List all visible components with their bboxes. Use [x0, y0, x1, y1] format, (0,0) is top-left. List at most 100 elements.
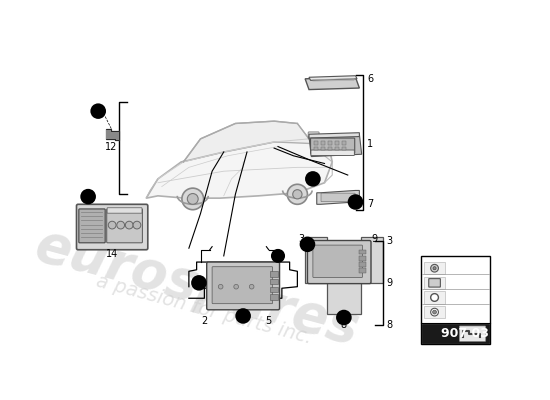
Text: 15: 15 [82, 192, 95, 201]
Text: 2: 2 [201, 316, 207, 326]
Circle shape [431, 264, 438, 272]
Text: 6: 6 [367, 74, 373, 84]
Circle shape [349, 195, 362, 209]
Text: 8: 8 [387, 320, 393, 330]
FancyBboxPatch shape [79, 209, 105, 243]
Text: 4: 4 [275, 252, 281, 260]
Polygon shape [181, 121, 328, 162]
FancyBboxPatch shape [421, 256, 490, 344]
Polygon shape [309, 134, 362, 156]
Circle shape [433, 310, 437, 314]
FancyBboxPatch shape [321, 193, 355, 202]
Bar [342, 146, 346, 150]
Circle shape [306, 172, 320, 186]
FancyBboxPatch shape [429, 279, 441, 287]
Bar [342, 141, 346, 145]
Bar [334, 141, 339, 145]
FancyBboxPatch shape [359, 262, 366, 267]
Text: 3: 3 [387, 236, 393, 246]
Text: 11: 11 [338, 313, 350, 322]
Text: 1: 1 [367, 139, 373, 149]
Text: 15: 15 [448, 263, 462, 273]
Polygon shape [305, 237, 383, 314]
Bar [334, 146, 339, 150]
FancyBboxPatch shape [107, 208, 142, 213]
Text: 10: 10 [301, 240, 314, 249]
Circle shape [293, 190, 302, 199]
FancyBboxPatch shape [270, 287, 278, 292]
Circle shape [133, 221, 141, 229]
Text: 10: 10 [448, 307, 461, 317]
Bar [321, 146, 325, 150]
Circle shape [433, 267, 436, 270]
FancyBboxPatch shape [359, 256, 366, 260]
Circle shape [337, 310, 351, 324]
Circle shape [234, 284, 239, 289]
FancyBboxPatch shape [424, 291, 446, 304]
FancyBboxPatch shape [311, 138, 355, 154]
Text: 3: 3 [298, 234, 304, 244]
Text: 12: 12 [105, 142, 118, 152]
Text: 10: 10 [192, 278, 205, 287]
Bar [314, 141, 318, 145]
Text: 10: 10 [349, 198, 362, 206]
Text: 9: 9 [387, 278, 393, 288]
Circle shape [300, 238, 315, 251]
Polygon shape [106, 129, 119, 140]
FancyBboxPatch shape [207, 262, 279, 310]
Circle shape [91, 104, 105, 118]
FancyBboxPatch shape [459, 326, 486, 341]
Text: 8: 8 [341, 320, 347, 330]
Bar [328, 146, 332, 150]
Text: 907 03: 907 03 [441, 327, 488, 340]
Bar [321, 141, 325, 145]
FancyBboxPatch shape [76, 204, 148, 250]
Circle shape [236, 309, 250, 323]
Circle shape [287, 184, 307, 204]
Text: 13: 13 [448, 278, 462, 288]
Circle shape [188, 194, 198, 204]
Text: 14: 14 [106, 248, 118, 258]
FancyBboxPatch shape [424, 306, 446, 318]
Circle shape [182, 188, 204, 210]
Circle shape [125, 221, 133, 229]
FancyBboxPatch shape [424, 262, 446, 274]
Polygon shape [317, 190, 359, 204]
FancyBboxPatch shape [307, 240, 371, 284]
Polygon shape [305, 77, 359, 90]
FancyBboxPatch shape [359, 268, 366, 273]
FancyBboxPatch shape [359, 250, 366, 254]
FancyBboxPatch shape [313, 245, 362, 278]
Bar [314, 146, 318, 150]
FancyBboxPatch shape [424, 277, 446, 289]
Polygon shape [309, 133, 359, 138]
Circle shape [218, 284, 223, 289]
Text: 9: 9 [372, 234, 378, 244]
Circle shape [117, 221, 124, 229]
Bar [328, 141, 332, 145]
Circle shape [431, 308, 438, 316]
Text: 10: 10 [307, 174, 319, 183]
Text: 5: 5 [266, 316, 272, 326]
FancyBboxPatch shape [270, 294, 278, 300]
FancyBboxPatch shape [311, 150, 354, 156]
Circle shape [249, 284, 254, 289]
FancyBboxPatch shape [308, 132, 319, 139]
FancyBboxPatch shape [212, 267, 273, 304]
Text: 13: 13 [92, 107, 104, 116]
Circle shape [272, 250, 284, 262]
FancyBboxPatch shape [422, 324, 489, 343]
FancyBboxPatch shape [270, 271, 278, 277]
Text: 7: 7 [367, 199, 373, 209]
Text: 11: 11 [237, 312, 249, 320]
Polygon shape [146, 139, 332, 198]
Text: 11: 11 [448, 292, 462, 302]
Circle shape [108, 221, 116, 229]
Text: 907 03: 907 03 [441, 327, 488, 340]
Text: a passion for parts inc.: a passion for parts inc. [94, 272, 315, 348]
FancyBboxPatch shape [107, 209, 142, 243]
Polygon shape [309, 76, 357, 80]
FancyBboxPatch shape [270, 279, 278, 284]
Circle shape [192, 276, 206, 290]
Circle shape [431, 294, 438, 301]
